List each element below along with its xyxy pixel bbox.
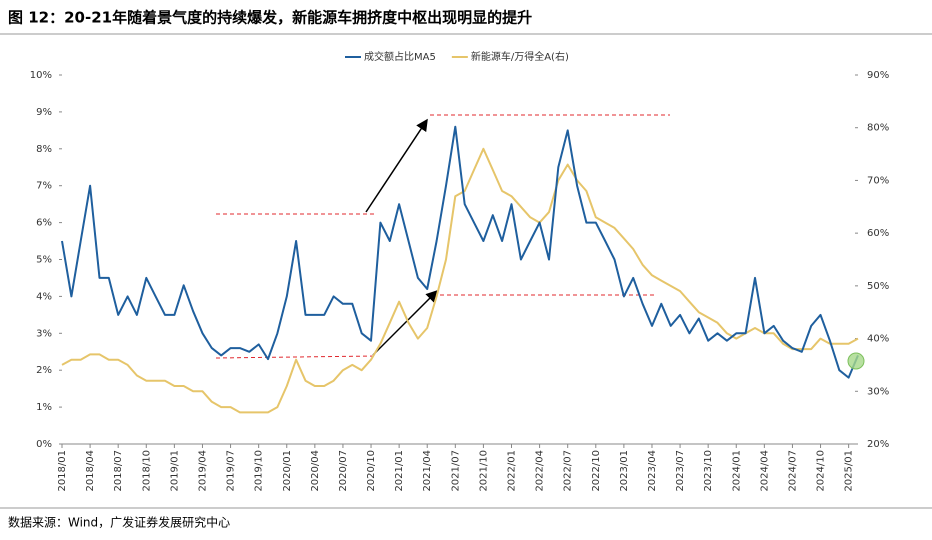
series-line (61, 147, 859, 414)
x-tick-label: 2021/04 (422, 450, 433, 492)
y-tick-label: 8% (36, 144, 52, 155)
x-tick-label: 2018/04 (85, 450, 96, 492)
y-tick-label: 4% (36, 291, 52, 302)
y-tick-label: 9% (36, 107, 52, 118)
annotations (215, 114, 670, 359)
x-tick-label: 2024/10 (816, 450, 827, 492)
x-tick-label: 2018/10 (141, 450, 152, 492)
x-tick-label: 2021/01 (394, 450, 405, 492)
y-tick-label: 0% (36, 439, 52, 450)
x-tick-label: 2024/04 (759, 450, 770, 492)
y-tick-label: 10% (30, 70, 52, 81)
y-tick-label: 6% (36, 218, 52, 229)
highlight-marker (847, 352, 865, 370)
x-tick-label: 2018/01 (57, 450, 68, 492)
x-tick-label: 2022/10 (591, 450, 602, 492)
x-tick-label: 2023/04 (647, 450, 658, 492)
x-tick-label: 2022/01 (507, 450, 518, 492)
x-tick-label: 2021/10 (478, 450, 489, 492)
x-tick-label: 2019/01 (169, 450, 180, 492)
x-tick-label: 2022/07 (563, 450, 574, 492)
annotation-arrow (372, 289, 439, 356)
x-tick-label: 2022/04 (535, 450, 546, 492)
y2-tick-label: 40% (867, 334, 889, 345)
y2-tick-label: 60% (867, 228, 889, 239)
y2-tick-label: 90% (867, 70, 889, 81)
x-tick-label: 2020/10 (366, 450, 377, 492)
chart-title: 图 12：20-21年随着景气度的持续爆发，新能源车拥挤度中枢出现明显的提升 (8, 9, 532, 27)
source: 数据来源：Wind，广发证券发展研究中心 (8, 515, 230, 530)
x-tick-label: 2024/01 (731, 450, 742, 492)
x-tick-label: 2023/10 (703, 450, 714, 492)
y-tick-label: 7% (36, 181, 52, 192)
y-tick-label: 2% (36, 365, 52, 376)
x-tick-label: 2019/10 (254, 450, 265, 492)
y2-tick-label: 50% (867, 281, 889, 292)
annotation-line (215, 355, 376, 359)
y2-tick-label: 70% (867, 175, 889, 186)
x-tick-label: 2023/07 (675, 450, 686, 492)
y-tick-label: 3% (36, 328, 52, 339)
x-tick-label: 2020/01 (282, 450, 293, 492)
series-line (61, 125, 859, 379)
y2-tick-label: 20% (867, 439, 889, 450)
x-tick-label: 2019/07 (226, 450, 237, 492)
x-tick-label: 2019/04 (197, 450, 208, 492)
legend-label: 成交额占比MA5 (364, 50, 436, 63)
x-tick-label: 2018/07 (113, 450, 124, 492)
annotation-arrow (365, 118, 428, 213)
x-tick-label: 2020/04 (310, 450, 321, 492)
y2-tick-label: 80% (867, 123, 889, 134)
y2-tick-label: 30% (867, 386, 889, 397)
x-tick-label: 2023/01 (619, 450, 630, 492)
y-tick-label: 5% (36, 255, 52, 266)
x-tick-label: 2025/01 (844, 450, 855, 492)
legend-label: 新能源车/万得全A(右) (471, 50, 569, 63)
x-tick-label: 2021/07 (450, 450, 461, 492)
y-tick-label: 1% (36, 402, 52, 413)
x-tick-label: 2024/07 (787, 450, 798, 492)
x-tick-label: 2020/07 (338, 450, 349, 492)
